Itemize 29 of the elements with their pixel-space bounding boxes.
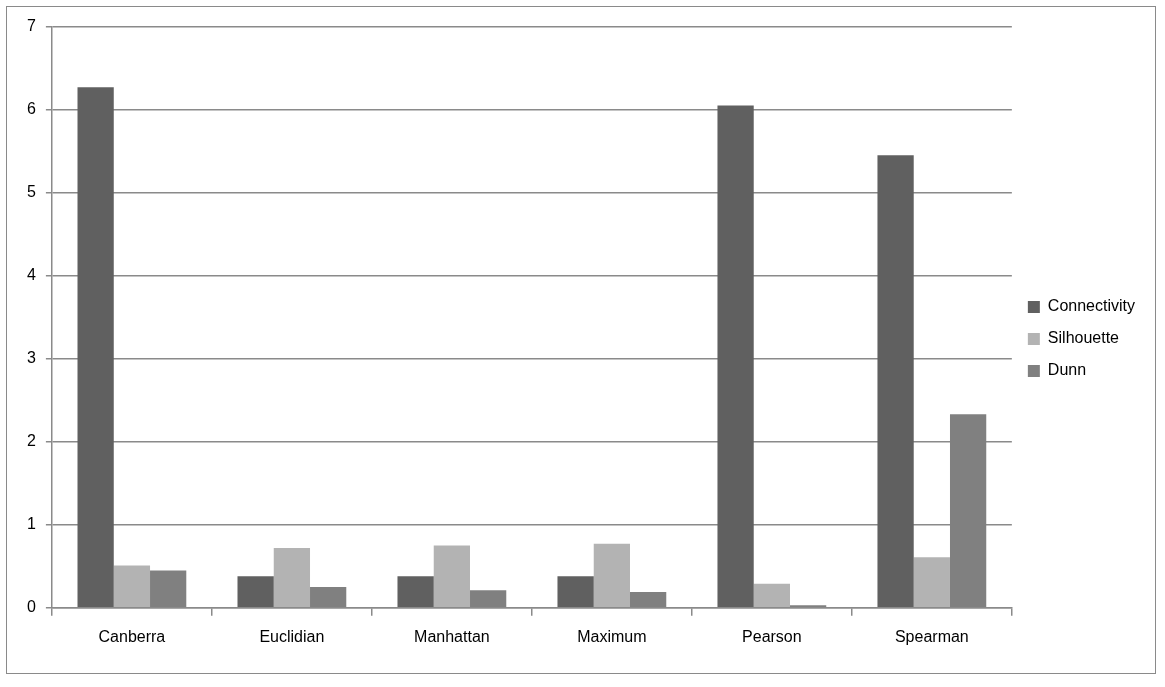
bar: [717, 105, 754, 608]
legend-label: Dunn: [1047, 361, 1087, 379]
y-tick-label: 2: [26, 432, 36, 450]
bar: [913, 557, 950, 608]
y-tick-label: 1: [26, 515, 36, 533]
x-tick-label: Manhattan: [414, 627, 490, 645]
y-tick-label: 7: [26, 17, 36, 35]
y-tick-label: 0: [26, 598, 36, 616]
x-tick-label: Canberra: [98, 627, 166, 645]
bar: [77, 87, 114, 608]
bar: [877, 155, 914, 608]
bar: [433, 545, 471, 608]
legend-label: Silhouette: [1047, 329, 1120, 347]
x-tick-label: Spearman: [894, 627, 969, 645]
bar: [273, 548, 311, 608]
bar: [113, 565, 151, 608]
legend-label: Connectivity: [1047, 297, 1136, 315]
bar: [557, 576, 594, 608]
bar: [593, 543, 630, 608]
x-tick-label: Pearson: [742, 627, 802, 645]
bar: [237, 576, 274, 608]
y-tick-label: 3: [26, 349, 36, 367]
y-tick-label: 4: [26, 266, 36, 284]
y-tick-label: 5: [26, 183, 36, 201]
x-tick-label: Maximum: [577, 627, 647, 645]
bar: [753, 583, 790, 608]
bar: [397, 576, 434, 608]
x-tick-label: Euclidian: [259, 627, 325, 645]
y-tick-label: 6: [26, 100, 36, 118]
